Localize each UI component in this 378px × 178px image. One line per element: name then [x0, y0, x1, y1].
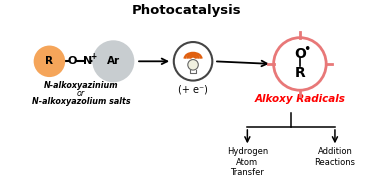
Circle shape	[34, 46, 65, 77]
Text: Photocatalysis: Photocatalysis	[132, 4, 242, 17]
Circle shape	[92, 40, 134, 82]
Text: N: N	[83, 56, 93, 66]
Text: N-alkoxyazinium: N-alkoxyazinium	[43, 82, 118, 90]
Text: O: O	[294, 47, 306, 61]
Text: Addition
Reactions: Addition Reactions	[314, 147, 355, 167]
Text: N-alkoxyazolium salts: N-alkoxyazolium salts	[32, 97, 130, 106]
Text: (+ e⁻): (+ e⁻)	[178, 84, 208, 94]
Text: Ar: Ar	[107, 56, 120, 66]
Text: Alkoxy Radicals: Alkoxy Radicals	[254, 94, 345, 104]
Text: Hydrogen
Atom
Transfer: Hydrogen Atom Transfer	[227, 147, 268, 177]
Text: R: R	[45, 56, 53, 66]
Text: •: •	[303, 43, 311, 56]
Circle shape	[188, 60, 198, 70]
Text: R: R	[294, 66, 305, 80]
Text: O: O	[68, 56, 77, 66]
Text: +: +	[90, 52, 96, 61]
Text: or: or	[77, 89, 85, 98]
